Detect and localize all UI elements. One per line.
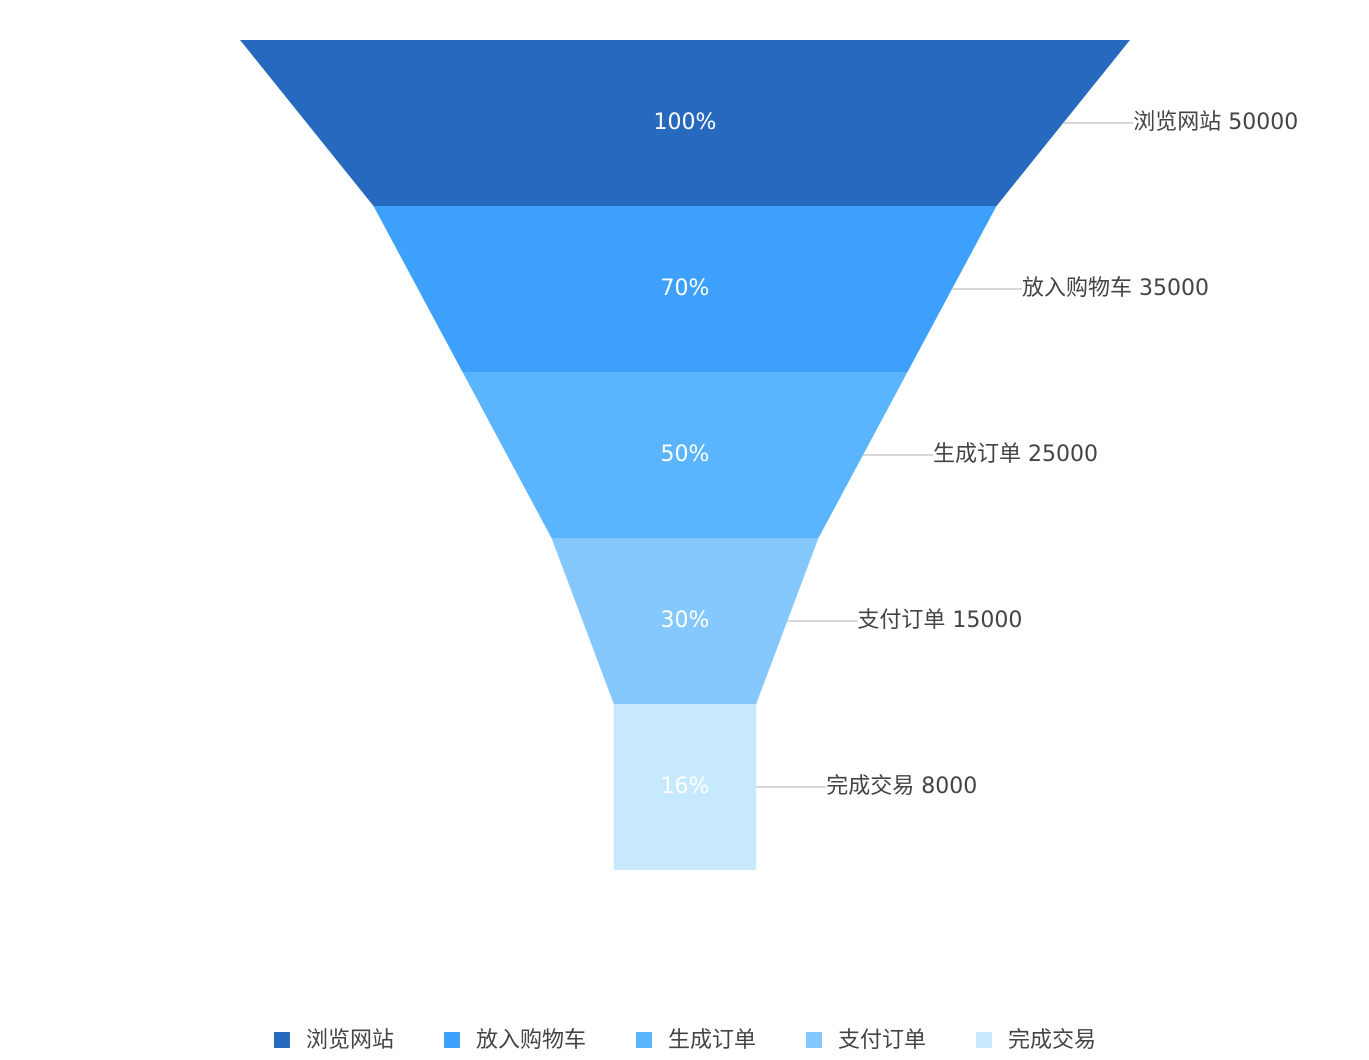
value-label: 8000	[921, 774, 977, 799]
legend-swatch	[635, 1032, 652, 1048]
value-label: 35000	[1139, 276, 1209, 301]
segment-label: 浏览网站 50000	[1133, 110, 1298, 135]
legend-swatch	[976, 1032, 993, 1048]
segment-label: 完成交易 8000	[826, 774, 977, 799]
funnel-segment	[240, 40, 1130, 206]
value-label: 50000	[1228, 110, 1298, 135]
funnel-segment	[373, 206, 997, 372]
percent-label: 70%	[661, 276, 710, 301]
category-label: 生成订单	[933, 442, 1021, 467]
category-label: 支付订单	[857, 608, 945, 633]
legend-label: 完成交易	[1008, 1028, 1096, 1053]
funnel-segment	[613, 704, 757, 870]
category-label: 完成交易	[826, 774, 914, 799]
category-label: 浏览网站	[1133, 110, 1221, 135]
segment-label: 支付订单 15000	[857, 608, 1022, 633]
funnel-segment	[551, 538, 819, 704]
legend-swatch	[273, 1032, 290, 1048]
percent-label: 50%	[661, 442, 710, 467]
legend-label: 浏览网站	[306, 1028, 394, 1053]
segment-label: 放入购物车 35000	[1022, 276, 1209, 301]
legend-swatch	[806, 1032, 823, 1048]
value-label: 25000	[1028, 442, 1098, 467]
category-label: 放入购物车	[1022, 276, 1132, 301]
percent-label: 100%	[654, 110, 717, 135]
value-label: 15000	[952, 608, 1022, 633]
legend-label: 支付订单	[838, 1028, 926, 1053]
legend: 浏览网站 放入购物车 生成订单 支付订单 完成交易	[273, 1028, 1096, 1053]
legend-swatch	[443, 1032, 460, 1048]
legend-label: 放入购物车	[476, 1028, 586, 1053]
percent-label: 30%	[661, 608, 710, 633]
funnel-segment	[462, 372, 908, 538]
segment-label: 生成订单 25000	[933, 442, 1098, 467]
legend-label: 生成订单	[668, 1028, 756, 1053]
percent-label: 16%	[661, 774, 710, 799]
